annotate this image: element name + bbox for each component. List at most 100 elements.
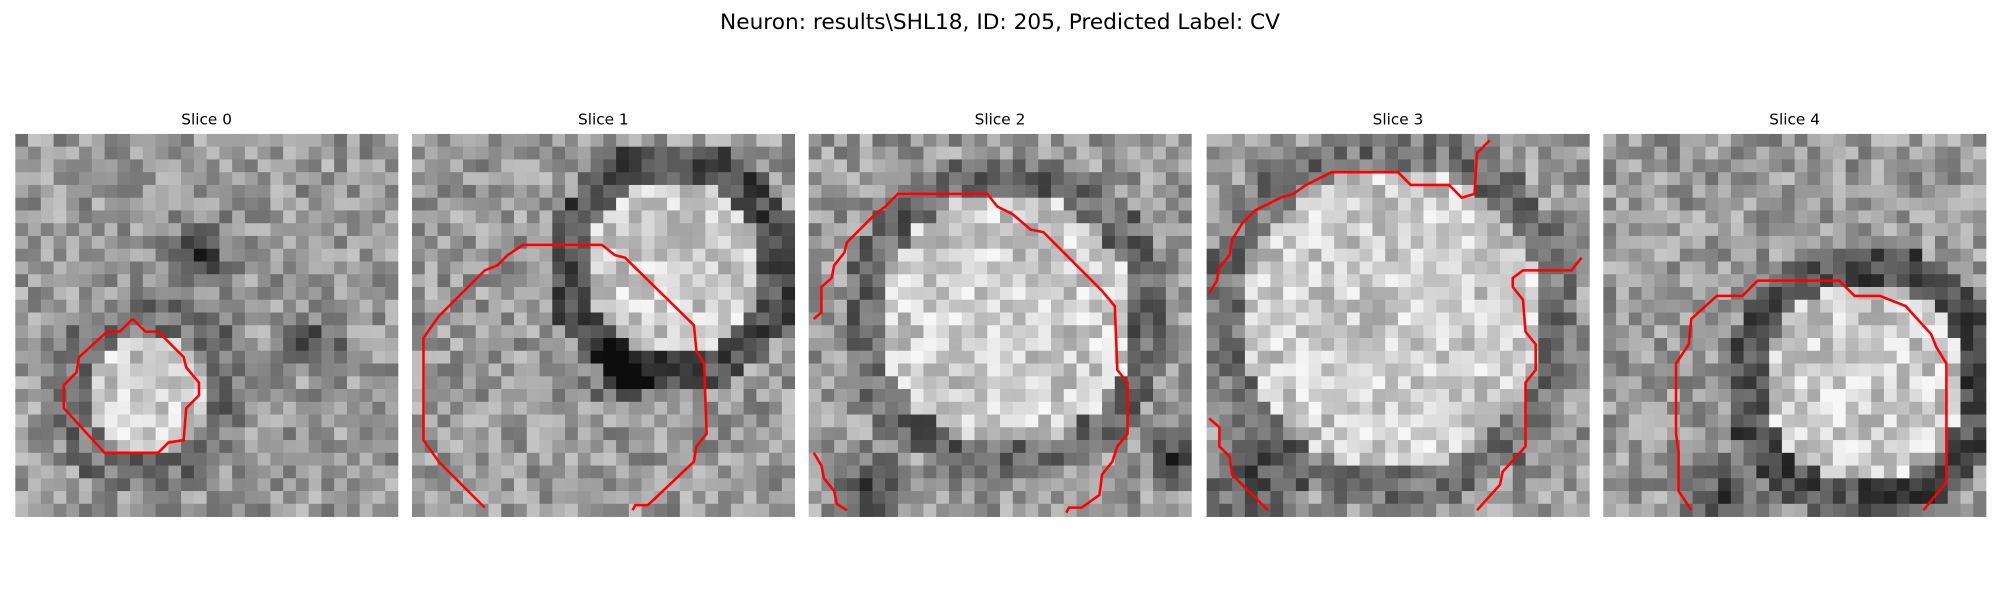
pixel [1372,210,1386,224]
pixel [1679,210,1693,224]
pixel [1832,184,1847,199]
pixel [1525,197,1539,211]
pixel [346,286,361,301]
pixel [372,312,386,326]
pixel [1756,197,1770,211]
pixel [1295,465,1310,479]
pixel [1270,427,1284,441]
pixel [283,210,297,224]
pixel [1756,427,1770,441]
pixel [654,363,668,377]
pixel [1603,503,1617,517]
pixel [526,452,540,466]
pixel [1283,465,1297,479]
pixel [1922,440,1936,454]
pixel [1769,210,1783,224]
pixel [1206,401,1220,415]
pixel [539,261,553,275]
pixel [475,427,489,441]
pixel [987,133,1001,148]
pixel [705,261,719,275]
pixel [743,172,757,186]
pixel [91,427,105,441]
pixel [1219,286,1233,301]
pixel [295,503,310,517]
pixel [1372,184,1386,199]
pixel [155,146,169,160]
pixel [692,133,706,148]
pixel [1538,350,1552,364]
pixel [437,286,451,301]
pixel [219,465,233,479]
pixel [1372,427,1386,441]
pixel [1576,133,1590,148]
pixel [1334,414,1348,428]
pixel [1257,478,1271,492]
pixel [603,414,617,428]
pixel [1500,414,1514,428]
pixel [769,478,783,492]
pixel [1346,261,1361,275]
pixel [1448,146,1463,160]
pixel [603,159,617,173]
pixel [142,401,156,415]
pixel [1410,503,1424,517]
pixel [1051,389,1065,403]
pixel [1807,248,1821,262]
pixel [846,414,861,428]
pixel [321,338,335,352]
pixel [1178,401,1192,415]
pixel [1832,248,1847,262]
pixel [718,235,732,250]
pixel [654,312,668,326]
pixel [808,414,822,428]
pixel [1244,452,1259,466]
pixel [232,440,246,454]
pixel [155,363,169,377]
pixel [1283,248,1297,262]
pixel [463,363,477,377]
pixel [1423,159,1437,173]
pixel [1794,248,1808,262]
pixel [1025,389,1039,403]
pixel [193,223,208,237]
pixel [1127,210,1141,224]
pixel [1858,146,1872,160]
pixel [1321,299,1335,313]
pixel [936,338,950,352]
pixel [821,184,835,199]
pixel [859,465,873,479]
pixel [1089,338,1103,352]
pixel [1730,440,1745,454]
pixel [475,350,489,364]
panel-title: Slice 0 [181,110,232,128]
pixel [1525,184,1539,199]
pixel [1410,286,1424,301]
pixel [974,312,988,326]
pixel [450,376,464,390]
pixel [526,235,540,250]
pixel [1346,223,1361,237]
pixel [257,389,271,403]
pixel [1178,133,1192,148]
pixel [437,440,451,454]
pixel [488,312,502,326]
pixel [1206,248,1220,262]
pixel [514,172,528,186]
pixel [488,452,502,466]
pixel [1114,325,1128,339]
pixel [283,184,297,199]
pixel [1756,159,1770,173]
pixel [1947,159,1961,173]
pixel [603,350,617,364]
pixel [1410,146,1424,160]
pixel [1616,465,1630,479]
pixel [257,159,271,173]
pixel [1960,350,1974,364]
pixel [411,427,426,441]
pixel [79,440,93,454]
pixel [270,133,284,148]
pixel [1372,414,1386,428]
pixel [1820,338,1834,352]
pixel [859,159,873,173]
